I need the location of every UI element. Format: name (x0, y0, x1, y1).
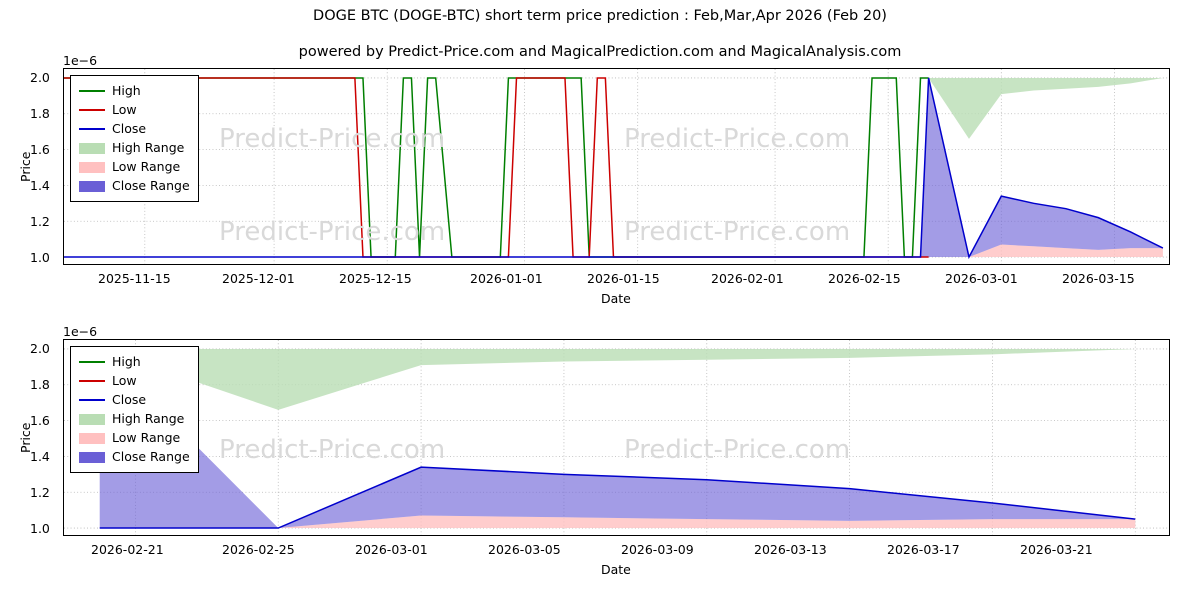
bottom-plot-area: Predict-Price.com Predict-Price.com (63, 339, 1170, 536)
close-range-patch-swatch (79, 180, 105, 192)
bottom-ytick-3: 1.4 (30, 449, 50, 464)
top-xtick-9: 2026-03-15 (1062, 271, 1135, 286)
bottom-legend-label-high-range: High Range (112, 411, 185, 426)
bottom-legend-item-close[interactable]: Close (79, 390, 190, 409)
bottom-ytick-4: 1.6 (30, 413, 50, 428)
bottom-legend-item-low-range[interactable]: Low Range (79, 428, 190, 447)
bottom-xtick-6: 2026-03-13 (754, 542, 827, 557)
bottom-legend-item-high[interactable]: High (79, 352, 190, 371)
top-xtick-5: 2026-01-15 (587, 271, 660, 286)
top-legend-item-high[interactable]: High (79, 81, 190, 100)
bottom-legend-item-close-range[interactable]: Close Range (79, 447, 190, 466)
top-legend-label-low-range: Low Range (112, 159, 181, 174)
top-ytick-6: 2.0 (30, 70, 50, 85)
bottom-xtick-1: 2026-02-21 (91, 542, 164, 557)
bottom-xtick-3: 2026-03-01 (355, 542, 428, 557)
close-range-patch-swatch (79, 451, 105, 463)
top-chart-svg (64, 69, 1169, 264)
low-range-patch-swatch (79, 432, 105, 444)
bottom-legend-label-close-range: Close Range (112, 449, 190, 464)
high-range-patch-swatch (79, 142, 105, 154)
top-xaxis-label: Date (601, 291, 631, 306)
high-range-patch-swatch (79, 413, 105, 425)
top-legend-label-close-range: Close Range (112, 178, 190, 193)
bottom-legend-label-low: Low (112, 373, 137, 388)
top-xtick-7: 2026-02-15 (828, 271, 901, 286)
high-line-swatch (79, 85, 105, 97)
top-legend-item-low[interactable]: Low (79, 100, 190, 119)
bottom-legend-label-high: High (112, 354, 141, 369)
top-ytick-3: 1.4 (30, 178, 50, 193)
top-xtick-4: 2026-01-01 (470, 271, 543, 286)
high-line-swatch (79, 356, 105, 368)
bottom-xtick-7: 2026-03-17 (887, 542, 960, 557)
top-xtick-3: 2025-12-15 (339, 271, 412, 286)
top-plot-area: Predict-Price.com Predict-Price.com Pred… (63, 68, 1170, 265)
top-xtick-8: 2026-03-01 (945, 271, 1018, 286)
bottom-xtick-5: 2026-03-09 (621, 542, 694, 557)
bottom-legend-item-low[interactable]: Low (79, 371, 190, 390)
top-legend-label-high-range: High Range (112, 140, 185, 155)
top-legend-label-low: Low (112, 102, 137, 117)
top-legend-item-close-range[interactable]: Close Range (79, 176, 190, 195)
bottom-legend-item-high-range[interactable]: High Range (79, 409, 190, 428)
bottom-xtick-2: 2026-02-25 (222, 542, 295, 557)
low-range-patch-swatch (79, 161, 105, 173)
top-legend: High Low Close High Range Low Range Clos… (70, 75, 199, 202)
page-subtitle: powered by Predict-Price.com and Magical… (298, 44, 902, 60)
bottom-legend: High Low Close High Range Low Range Clos… (70, 346, 199, 473)
bottom-xtick-8: 2026-03-21 (1020, 542, 1093, 557)
bottom-y-offset-text: 1e−6 (63, 324, 98, 339)
top-ytick-4: 1.6 (30, 142, 50, 157)
bottom-ytick-2: 1.2 (30, 485, 50, 500)
low-line-swatch (79, 104, 105, 116)
close-line-swatch (79, 394, 105, 406)
top-xtick-6: 2026-02-01 (711, 271, 784, 286)
top-legend-item-close[interactable]: Close (79, 119, 190, 138)
top-yaxis-label: Price (18, 151, 33, 183)
bottom-chart-svg (64, 340, 1169, 535)
bottom-yaxis-label: Price (18, 422, 33, 454)
bottom-ytick-5: 1.8 (30, 377, 50, 392)
bottom-ytick-1: 1.0 (30, 521, 50, 536)
top-legend-item-low-range[interactable]: Low Range (79, 157, 190, 176)
top-legend-label-close: Close (112, 121, 147, 136)
top-ytick-1: 1.0 (30, 250, 50, 265)
top-xtick-1: 2025-11-15 (98, 271, 171, 286)
top-ytick-2: 1.2 (30, 214, 50, 229)
page-title: DOGE BTC (DOGE-BTC) short term price pre… (313, 8, 887, 24)
bottom-xtick-4: 2026-03-05 (488, 542, 561, 557)
close-line-swatch (79, 123, 105, 135)
top-legend-label-high: High (112, 83, 141, 98)
low-line-swatch (79, 375, 105, 387)
bottom-xaxis-label: Date (601, 562, 631, 577)
bottom-legend-label-low-range: Low Range (112, 430, 181, 445)
top-y-offset-text: 1e−6 (63, 53, 98, 68)
bottom-ytick-6: 2.0 (30, 341, 50, 356)
top-ytick-5: 1.8 (30, 106, 50, 121)
top-xtick-2: 2025-12-01 (222, 271, 295, 286)
top-legend-item-high-range[interactable]: High Range (79, 138, 190, 157)
bottom-legend-label-close: Close (112, 392, 147, 407)
